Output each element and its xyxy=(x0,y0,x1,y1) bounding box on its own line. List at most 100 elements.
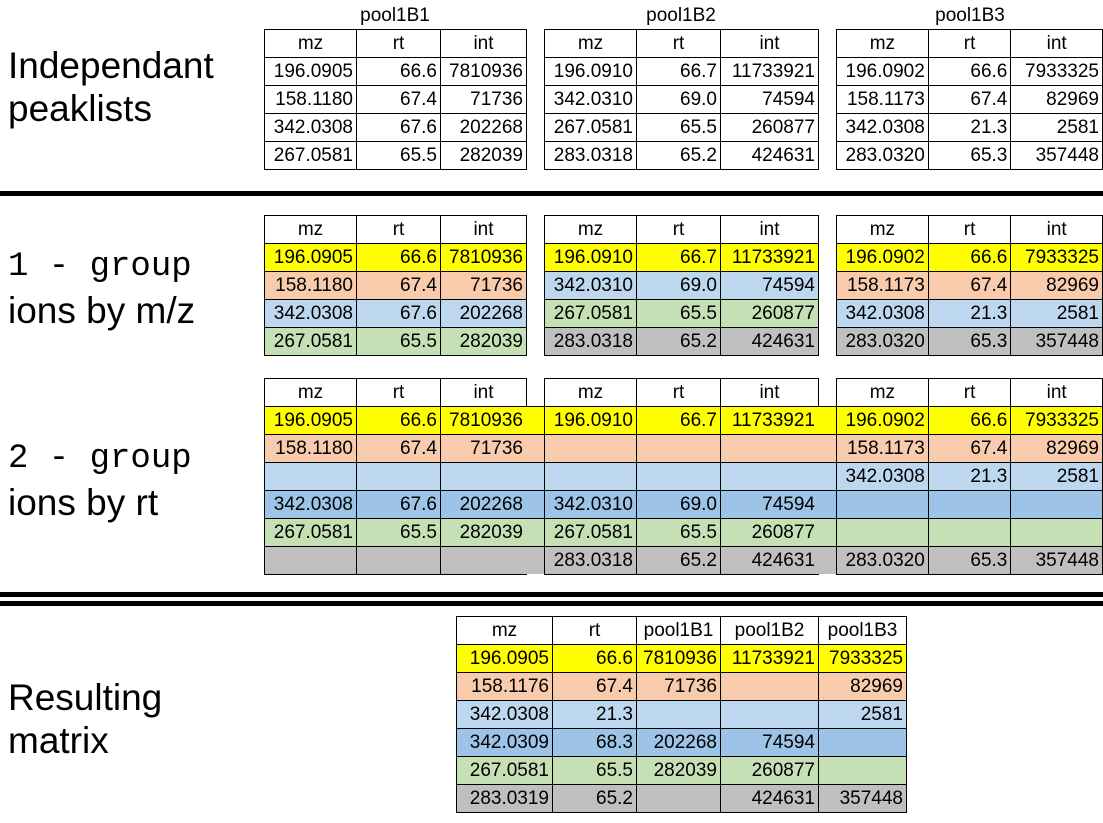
table-cell: rt xyxy=(636,215,721,244)
peaklist-table: mz rt int 196.0902 66.6 7933325 158.1173 67.4 82… xyxy=(836,29,1103,170)
table-row: 267.0581 65.5 260877 xyxy=(544,299,819,328)
table-cell: 67.6 xyxy=(356,299,441,328)
table-cell: 196.0905 xyxy=(264,406,357,435)
table-cell: 283.0318 xyxy=(544,546,637,575)
table-cell: 66.7 xyxy=(636,406,721,435)
table-cell: 158.1180 xyxy=(264,434,357,463)
table-cell: mz xyxy=(456,616,553,645)
group-rt-table: mz rt int 196.0902 66.6 7933325 158.1173 67.4 82… xyxy=(836,378,1103,575)
table-cell: 7933325 xyxy=(1010,406,1103,435)
row-gap-fill xyxy=(526,518,544,546)
table-cell: 21.3 xyxy=(927,299,1012,328)
row-gap-fill xyxy=(818,406,836,434)
table-cell: 267.0581 xyxy=(544,113,637,142)
table-cell: int xyxy=(1010,378,1103,407)
table-row: 196.0905 66.6 7810936 xyxy=(264,57,527,86)
table-cell xyxy=(636,462,721,491)
table-cell: 67.4 xyxy=(356,271,441,300)
header-row: mz rt int xyxy=(544,215,819,244)
table-row: 158.1180 67.4 71736 xyxy=(264,434,527,463)
table-cell: mz xyxy=(836,378,929,407)
row-gap-fill xyxy=(526,546,544,574)
table-cell: 342.0310 xyxy=(544,271,637,300)
table-row: 267.0581 65.5 260877 xyxy=(544,113,819,142)
table-row: 342.0310 69.0 74594 xyxy=(544,271,819,300)
header-row: mz rt int xyxy=(264,215,527,244)
section-label-resulting-matrix: Resulting matrix xyxy=(8,676,162,762)
table-cell: 260877 xyxy=(720,299,819,328)
table-cell xyxy=(356,462,441,491)
table-cell: 196.0905 xyxy=(264,243,357,272)
table-row: 283.0318 65.2 424631 xyxy=(544,546,819,575)
table-cell: 202268 xyxy=(440,490,527,519)
table-cell: rt xyxy=(927,29,1012,58)
table-cell: 158.1180 xyxy=(264,271,357,300)
table-cell: 2581 xyxy=(1010,113,1103,142)
table-cell: 424631 xyxy=(720,784,819,813)
table-cell: 424631 xyxy=(720,327,819,356)
table-cell: 65.3 xyxy=(927,327,1012,356)
table-cell: 342.0308 xyxy=(836,299,929,328)
table-cell xyxy=(264,462,357,491)
table-cell: 65.2 xyxy=(636,141,721,170)
table-cell: 342.0310 xyxy=(544,85,637,114)
group-rt-table: mz rt int 196.0905 66.6 7810936 158.1180 67.4 71… xyxy=(264,378,527,575)
table-cell: 267.0581 xyxy=(456,756,553,785)
table-cell: 65.3 xyxy=(927,141,1012,170)
table-cell: 67.4 xyxy=(927,271,1012,300)
table-row xyxy=(544,434,819,463)
table-row xyxy=(544,462,819,491)
header-row: mz rt int xyxy=(836,29,1103,58)
table-row xyxy=(264,462,527,491)
table-cell: rt xyxy=(927,378,1012,407)
table-cell xyxy=(636,434,721,463)
table-cell: mz xyxy=(264,378,357,407)
table-cell: rt xyxy=(927,215,1012,244)
table-cell: 67.4 xyxy=(356,434,441,463)
table-row: 342.0310 69.0 74594 xyxy=(544,85,819,114)
step-description: ions by rt xyxy=(8,482,159,523)
table-cell: int xyxy=(440,215,527,244)
row-gap-fill xyxy=(818,462,836,490)
table-cell: 21.3 xyxy=(552,700,637,729)
table-row: 342.0308 67.6 202268 xyxy=(264,113,527,142)
table-cell: 71736 xyxy=(440,434,527,463)
table-cell: 282039 xyxy=(440,518,527,547)
table-row: 283.0319 65.2 424631 357448 xyxy=(456,784,907,813)
divider-rule xyxy=(0,592,1103,597)
table-cell: 260877 xyxy=(720,756,819,785)
table-row: 267.0581 65.5 260877 xyxy=(544,518,819,547)
header-row: mz rt int xyxy=(836,378,1103,407)
table-row: 196.0910 66.7 11733921 xyxy=(544,243,819,272)
table-cell: pool1B1 xyxy=(636,616,721,645)
table-cell: 342.0308 xyxy=(264,113,357,142)
section-label-independent-peaklists: Independant peaklists xyxy=(8,44,214,130)
table-row: 158.1173 67.4 82969 xyxy=(836,85,1103,114)
table-cell: 283.0318 xyxy=(544,327,637,356)
table-cell: 282039 xyxy=(440,327,527,356)
row-gap-fill xyxy=(818,490,836,518)
resulting-matrix-table: mz rt pool1B1 pool1B2 pool1B3 196.0905 66.6 781… xyxy=(456,616,907,813)
table-cell xyxy=(1010,490,1103,519)
step-label: 1 - group xyxy=(8,248,192,286)
table-row: 342.0308 21.3 2581 xyxy=(456,700,907,729)
table-row: 283.0320 65.3 357448 xyxy=(836,327,1103,356)
table-cell xyxy=(356,546,441,575)
table-cell: int xyxy=(1010,29,1103,58)
table-cell: 7810936 xyxy=(440,406,527,435)
header-row: mz rt int xyxy=(264,378,527,407)
table-row: 267.0581 65.5 282039 260877 xyxy=(456,756,907,785)
table-cell: int xyxy=(720,29,819,58)
group-mz-table: mz rt int 196.0905 66.6 7810936 158.1180 67.4 71… xyxy=(264,215,527,356)
table-cell: 71736 xyxy=(440,271,527,300)
table-cell: 342.0309 xyxy=(456,728,553,757)
table-cell: 65.5 xyxy=(636,113,721,142)
table-row: 283.0320 65.3 357448 xyxy=(836,546,1103,575)
table-cell: 342.0310 xyxy=(544,490,637,519)
table-cell: 67.6 xyxy=(356,490,441,519)
header-row: mz rt int xyxy=(836,215,1103,244)
peaklist-title: pool1B3 xyxy=(935,5,1005,26)
group-rt-table: mz rt int 196.0910 66.7 11733921 342.0310 69.0 7… xyxy=(544,378,819,575)
table-row xyxy=(264,546,527,575)
table-row: 196.0910 66.7 11733921 xyxy=(544,406,819,435)
